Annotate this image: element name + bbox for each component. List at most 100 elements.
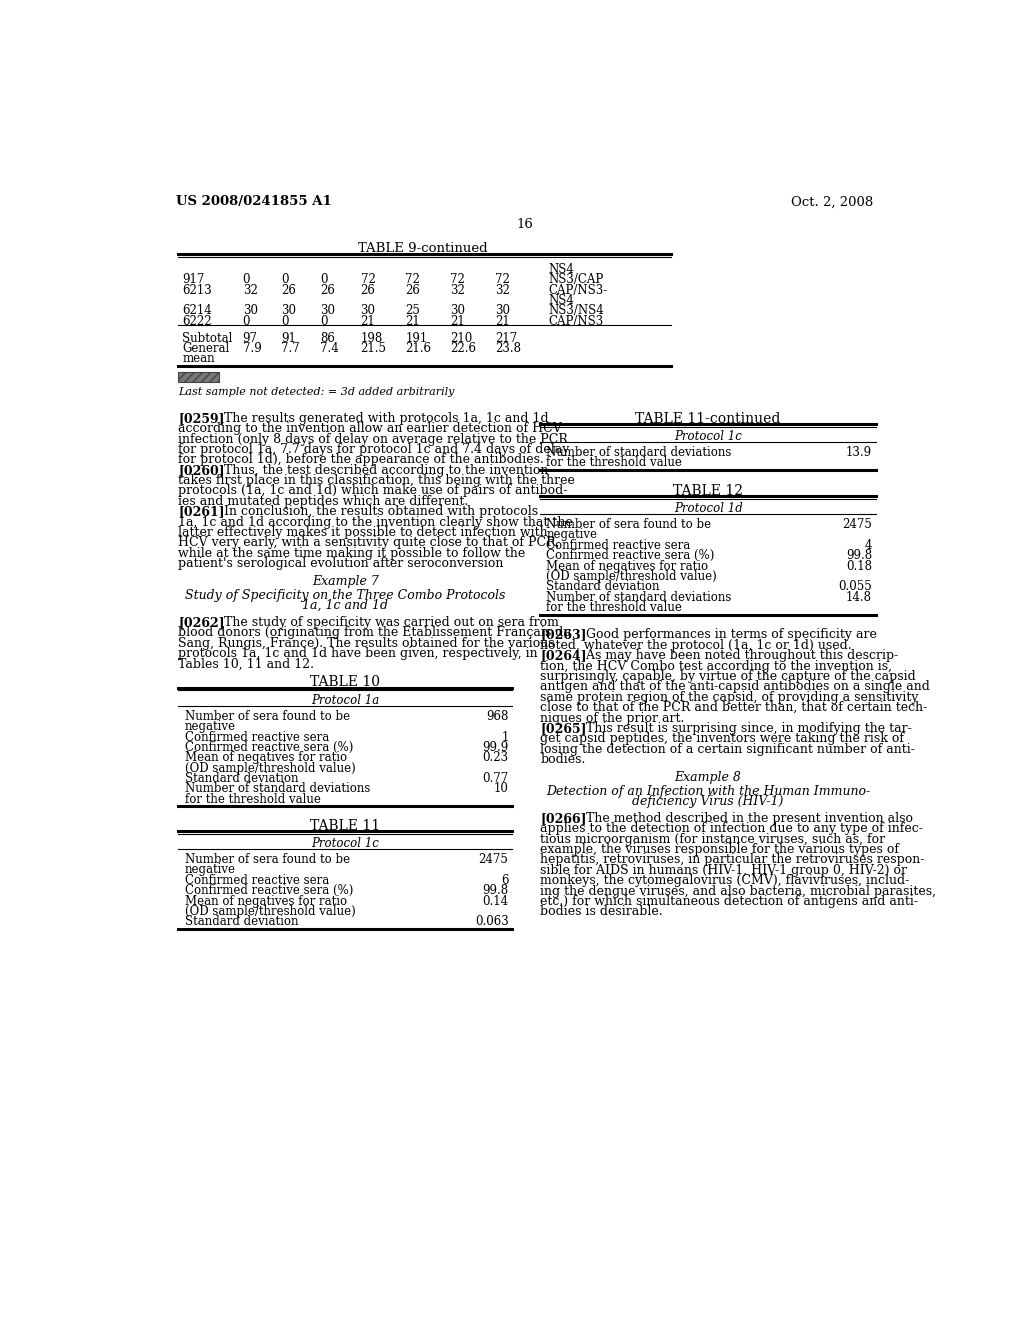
Text: (OD sample/threshold value): (OD sample/threshold value) [184,762,355,775]
Text: CAP/NS3-: CAP/NS3- [548,284,607,297]
Text: 0.18: 0.18 [846,560,872,573]
Text: 21.5: 21.5 [360,342,386,355]
Text: deficiency Virus (HIV-1): deficiency Virus (HIV-1) [633,795,783,808]
Text: Confirmed reactive sera: Confirmed reactive sera [184,874,329,887]
Text: mean: mean [182,352,215,366]
Text: Number of standard deviations: Number of standard deviations [184,783,370,796]
Text: Number of sera found to be: Number of sera found to be [184,853,350,866]
Text: 21.6: 21.6 [406,342,431,355]
Text: This result is surprising since, in modifying the tar-: This result is surprising since, in modi… [574,722,912,735]
Text: 32: 32 [496,284,510,297]
Text: 26: 26 [406,284,420,297]
Text: latter effectively makes it possible to detect infection with: latter effectively makes it possible to … [178,527,548,539]
Text: losing the detection of a certain significant number of anti-: losing the detection of a certain signif… [541,743,915,756]
Text: 30: 30 [282,304,297,317]
Text: 917: 917 [182,273,205,286]
Text: NS4: NS4 [548,294,573,308]
Text: Confirmed reactive sera (%): Confirmed reactive sera (%) [184,741,353,754]
Text: 0: 0 [243,273,250,286]
Text: negative: negative [547,528,597,541]
Text: Last sample not detected: = 3d added arbitrarily: Last sample not detected: = 3d added arb… [178,387,455,397]
Text: same protein region of the capsid, of providing a sensitivity: same protein region of the capsid, of pr… [541,690,919,704]
Text: 21: 21 [496,314,510,327]
Text: 13.9: 13.9 [846,446,872,459]
Text: [0259]: [0259] [178,412,225,425]
Text: 1a, 1c and 1d: 1a, 1c and 1d [302,599,388,612]
Text: Confirmed reactive sera: Confirmed reactive sera [184,730,329,743]
Text: infection (only 8 days of delay on average relative to the PCR: infection (only 8 days of delay on avera… [178,433,568,446]
Text: US 2008/0241855 A1: US 2008/0241855 A1 [176,195,332,209]
Text: Standard deviation: Standard deviation [184,915,298,928]
Text: 25: 25 [406,304,420,317]
Text: The study of specificity was carried out on sera from: The study of specificity was carried out… [212,615,559,628]
Text: NS4: NS4 [548,263,573,276]
Text: according to the invention allow an earlier detection of HCV: according to the invention allow an earl… [178,422,562,436]
Text: tion, the HCV Combo test according to the invention is,: tion, the HCV Combo test according to th… [541,660,892,673]
Text: etc.) for which simultaneous detection of antigens and anti-: etc.) for which simultaneous detection o… [541,895,919,908]
Text: NS3/CAP: NS3/CAP [548,273,603,286]
Text: 99.8: 99.8 [482,884,509,898]
Text: 26: 26 [282,284,296,297]
Text: 30: 30 [243,304,258,317]
Text: 22.6: 22.6 [451,342,476,355]
Text: surprisingly, capable, by virtue of the capture of the capsid: surprisingly, capable, by virtue of the … [541,671,916,682]
Text: General: General [182,342,229,355]
Text: [0262]: [0262] [178,615,225,628]
Text: 26: 26 [321,284,335,297]
Text: 2475: 2475 [478,853,509,866]
Text: [0260]: [0260] [178,463,225,477]
Text: tious microorganism (for instance viruses, such as, for: tious microorganism (for instance viruse… [541,833,886,846]
Text: (OD sample/threshold value): (OD sample/threshold value) [184,906,355,917]
Text: 6: 6 [501,874,509,887]
Text: Study of Specificity on the Three Combo Protocols: Study of Specificity on the Three Combo … [185,589,506,602]
Text: 0: 0 [321,314,328,327]
Text: In conclusion, the results obtained with protocols: In conclusion, the results obtained with… [212,506,539,519]
Text: 0.055: 0.055 [839,581,872,594]
Text: 14.8: 14.8 [846,591,872,603]
Text: 72: 72 [406,273,420,286]
Text: niques of the prior art.: niques of the prior art. [541,711,685,725]
Text: [0266]: [0266] [541,812,587,825]
Text: while at the same time making it possible to follow the: while at the same time making it possibl… [178,546,525,560]
Text: [0261]: [0261] [178,506,225,519]
Text: for the threshold value: for the threshold value [547,601,682,614]
Text: 99.8: 99.8 [846,549,872,562]
Text: Protocol 1a: Protocol 1a [311,694,380,708]
Text: 6214: 6214 [182,304,212,317]
Text: Protocol 1c: Protocol 1c [311,837,379,850]
Text: 30: 30 [321,304,335,317]
Text: Confirmed reactive sera: Confirmed reactive sera [547,539,691,552]
Text: Example 7: Example 7 [312,576,379,589]
Text: Mean of negatives for ratio: Mean of negatives for ratio [547,560,709,573]
Text: 7.7: 7.7 [282,342,300,355]
Text: Number of standard deviations: Number of standard deviations [547,591,732,603]
Text: Standard deviation: Standard deviation [547,581,660,594]
Text: The method described in the present invention also: The method described in the present inve… [574,812,913,825]
Text: HCV very early, with a sensitivity quite close to that of PCR,: HCV very early, with a sensitivity quite… [178,536,560,549]
Text: 0.77: 0.77 [482,772,509,785]
Text: 97: 97 [243,331,258,345]
Text: bodies is desirable.: bodies is desirable. [541,906,663,919]
Text: 32: 32 [243,284,258,297]
Text: 10: 10 [494,783,509,796]
Text: 30: 30 [496,304,510,317]
Text: 0: 0 [282,273,289,286]
Bar [178,372,219,383]
Text: 1a, 1c and 1d according to the invention clearly show that the: 1a, 1c and 1d according to the invention… [178,516,573,529]
Text: bodies.: bodies. [541,754,586,766]
Text: for the threshold value: for the threshold value [184,793,321,807]
Text: ing the dengue viruses, and also bacteria, microbial parasites,: ing the dengue viruses, and also bacteri… [541,884,936,898]
Text: Number of sera found to be: Number of sera found to be [184,710,350,723]
Text: 23.8: 23.8 [496,342,521,355]
Text: TABLE 12: TABLE 12 [673,483,743,498]
Text: 99.9: 99.9 [482,741,509,754]
Text: for protocol 1a, 7.7 days for protocol 1c and 7.4 days of delay: for protocol 1a, 7.7 days for protocol 1… [178,444,569,455]
Text: 32: 32 [451,284,465,297]
Text: TABLE 11-continued: TABLE 11-continued [636,412,780,426]
Text: monkeys, the cytomegalovirus (CMV), flaviviruses, includ-: monkeys, the cytomegalovirus (CMV), flav… [541,874,909,887]
Text: Mean of negatives for ratio: Mean of negatives for ratio [184,895,347,908]
Text: Detection of an Infection with the Human Immuno-: Detection of an Infection with the Human… [546,785,870,797]
Text: 21: 21 [406,314,420,327]
Text: Example 8: Example 8 [675,771,741,784]
Text: NS3/NS4: NS3/NS4 [548,304,604,317]
